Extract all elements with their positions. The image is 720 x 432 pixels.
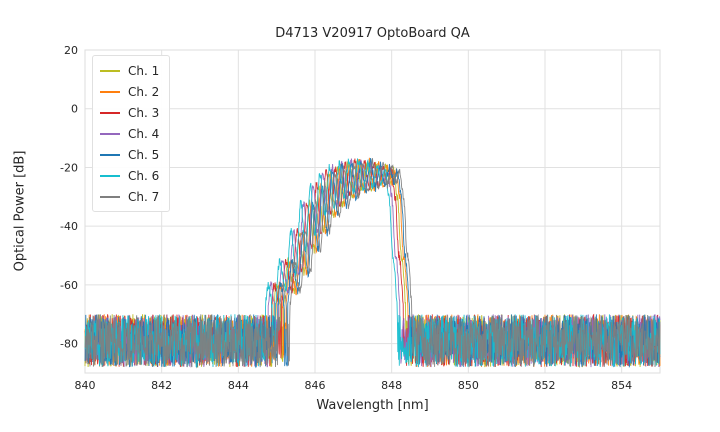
legend-label: Ch. 1 [128, 63, 160, 78]
legend-label: Ch. 2 [128, 84, 160, 99]
legend: Ch. 1 Ch. 2 Ch. 3 Ch. 4 Ch. 5 Ch. 6 Ch. 7 [92, 55, 171, 212]
y-tick-label: -60 [60, 279, 78, 292]
series-line-6 [84, 157, 661, 368]
x-tick-label: 850 [458, 379, 479, 392]
y-tick-label: 0 [71, 103, 78, 116]
x-tick-label: 852 [535, 379, 556, 392]
legend-swatch [100, 132, 120, 135]
legend-label: Ch. 3 [128, 105, 160, 120]
x-tick-label: 840 [75, 379, 96, 392]
legend-label: Ch. 5 [128, 147, 160, 162]
legend-item: Ch. 3 [100, 102, 159, 123]
x-tick-label: 842 [151, 379, 172, 392]
legend-label: Ch. 7 [128, 189, 160, 204]
plot-border [84, 49, 661, 374]
x-tick-label: 854 [611, 379, 632, 392]
legend-label: Ch. 4 [128, 126, 160, 141]
legend-item: Ch. 4 [100, 123, 159, 144]
legend-swatch [100, 195, 120, 198]
y-tick-label: -40 [60, 220, 78, 233]
x-tick-label: 848 [381, 379, 402, 392]
legend-swatch [100, 90, 120, 93]
legend-swatch [100, 111, 120, 114]
y-tick-label: 20 [64, 44, 78, 57]
y-tick-label: -20 [60, 161, 78, 174]
y-tick-label: -80 [60, 338, 78, 351]
legend-item: Ch. 2 [100, 81, 159, 102]
legend-label: Ch. 6 [128, 168, 160, 183]
legend-item: Ch. 6 [100, 165, 159, 186]
legend-swatch [100, 69, 120, 72]
x-tick-label: 844 [228, 379, 249, 392]
legend-item: Ch. 1 [100, 60, 159, 81]
legend-swatch [100, 174, 120, 177]
x-axis-label: Wavelength [nm] [316, 398, 429, 413]
legend-swatch [100, 153, 120, 156]
series-line-7 [84, 158, 661, 369]
x-tick-label: 846 [305, 379, 326, 392]
chart-title: D4713 V20917 OptoBoard QA [275, 26, 470, 41]
legend-item: Ch. 7 [100, 186, 159, 207]
legend-item: Ch. 5 [100, 144, 159, 165]
